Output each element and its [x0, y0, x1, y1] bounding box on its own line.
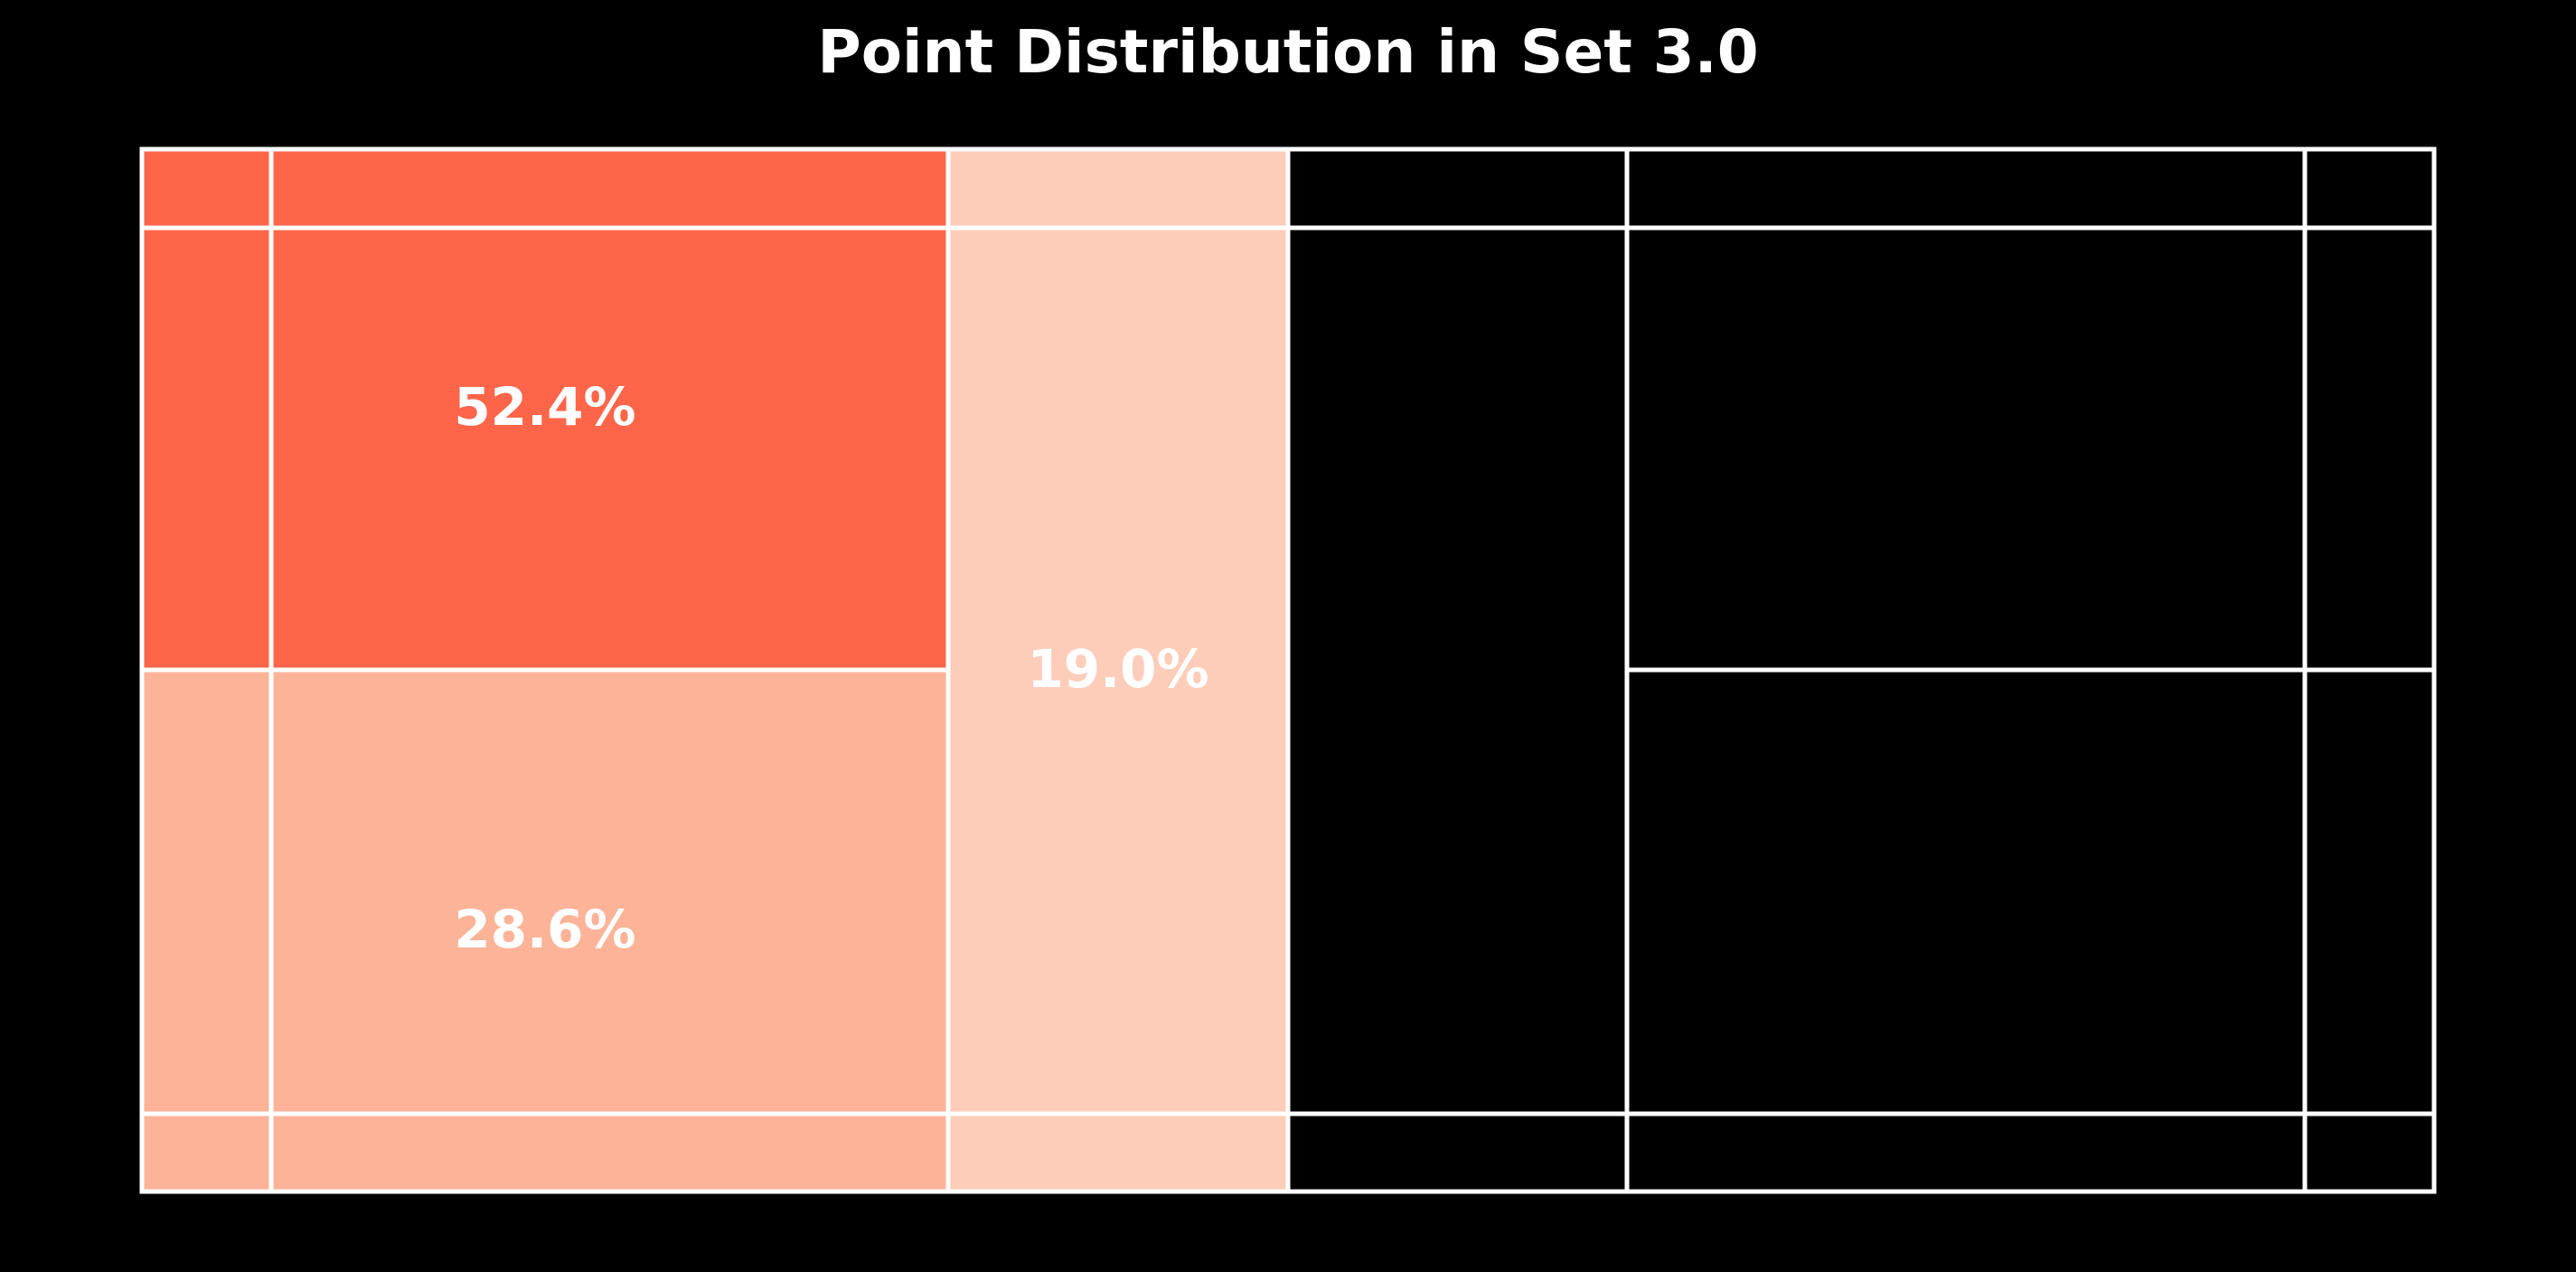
- region-fill-bottom-left: [142, 670, 948, 1192]
- region-labels: 52.4% 28.6% 19.0%: [454, 376, 1208, 960]
- region-fill-center: [948, 149, 1288, 1192]
- chart-title: Point Distribution in Set 3.0: [817, 17, 1759, 87]
- region-label-center: 19.0%: [1027, 638, 1208, 700]
- region-fill-top-left: [142, 149, 948, 670]
- region-label-bottom-left: 28.6%: [454, 899, 635, 960]
- court-lines: [139, 146, 2437, 1194]
- court-regions: [142, 149, 1288, 1192]
- region-label-top-left: 52.4%: [454, 376, 635, 438]
